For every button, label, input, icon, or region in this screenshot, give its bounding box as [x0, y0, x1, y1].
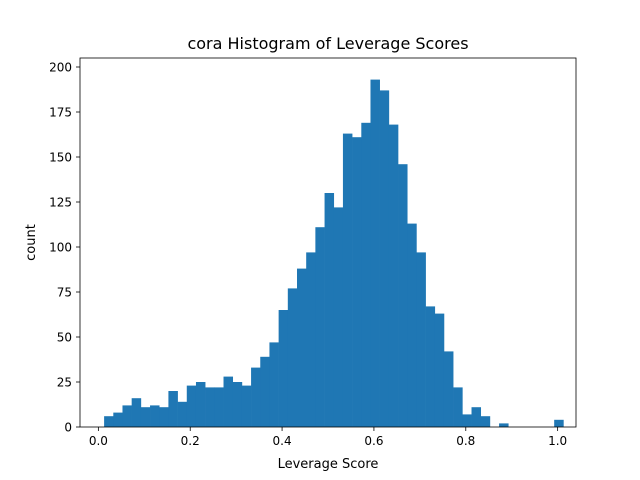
- histogram-bar: [278, 310, 289, 427]
- x-axis-label: Leverage Score: [278, 457, 379, 472]
- x-tick-label: 0.4: [273, 434, 292, 448]
- x-tick-label: 0.0: [89, 434, 108, 448]
- histogram-bar: [416, 252, 426, 427]
- histogram-bar: [260, 356, 270, 427]
- histogram-bar: [241, 385, 252, 427]
- histogram-bar: [407, 223, 417, 427]
- histogram-bar: [113, 412, 123, 427]
- histogram-bar: [232, 382, 243, 427]
- histogram-bar: [388, 124, 399, 427]
- x-axis-ticks: 0.0 0.2 0.4 0.6 0.8 1.0: [89, 427, 567, 448]
- histogram-bar: [122, 405, 132, 427]
- histogram-bar: [287, 288, 298, 427]
- histogram-bar: [223, 376, 234, 427]
- histogram-bar: [462, 414, 472, 427]
- y-tick-label: 25: [57, 376, 72, 390]
- histogram-bar: [471, 407, 482, 427]
- x-tick-label: 0.6: [364, 434, 383, 448]
- histogram-bar: [499, 423, 509, 427]
- histogram-bar: [425, 306, 436, 427]
- histogram-bar: [306, 252, 316, 427]
- y-tick-label: 100: [49, 241, 72, 255]
- histogram-bar: [214, 387, 224, 427]
- histogram-bar: [195, 382, 206, 427]
- histogram-bar: [186, 385, 197, 427]
- histogram-bar: [342, 133, 353, 427]
- x-tick-label: 0.2: [181, 434, 200, 448]
- histogram-bar: [168, 391, 178, 427]
- histogram-bars: [104, 79, 564, 428]
- y-tick-label: 150: [49, 151, 72, 165]
- y-axis-label: count: [24, 224, 39, 261]
- histogram-bar: [370, 79, 380, 427]
- y-tick-label: 0: [64, 421, 72, 435]
- histogram-bar: [554, 419, 564, 427]
- histogram-bar: [177, 401, 188, 427]
- histogram-bar: [333, 207, 344, 427]
- histogram-bar: [150, 405, 160, 427]
- y-tick-label: 175: [49, 106, 72, 120]
- histogram-bar: [443, 351, 454, 427]
- histogram-bar: [324, 193, 335, 427]
- x-tick-label: 0.8: [456, 434, 475, 448]
- y-axis-ticks: 0 25 50 75 100 125 150 175 200: [49, 61, 80, 435]
- histogram-bar: [140, 407, 151, 427]
- histogram-bar: [205, 387, 215, 427]
- histogram-bar: [297, 268, 307, 427]
- histogram-bar: [398, 164, 408, 427]
- histogram-bar: [379, 90, 390, 428]
- histogram-bar: [159, 407, 169, 427]
- x-tick-label: 1.0: [548, 434, 567, 448]
- y-tick-label: 125: [49, 196, 72, 210]
- y-tick-label: 75: [57, 286, 72, 300]
- histogram-bar: [269, 342, 279, 427]
- histogram-bar: [315, 227, 325, 427]
- chart-title: cora Histogram of Leverage Scores: [187, 34, 468, 53]
- y-tick-label: 200: [49, 61, 72, 75]
- histogram-bar: [434, 313, 445, 427]
- histogram-bar: [352, 137, 362, 427]
- histogram-bar: [480, 416, 491, 427]
- histogram-bar: [251, 367, 261, 427]
- histogram-bar: [361, 122, 371, 428]
- histogram-bar: [131, 398, 142, 427]
- y-tick-label: 50: [57, 331, 72, 345]
- plot-frame: [79, 57, 577, 428]
- histogram-bar: [453, 387, 463, 427]
- histogram-bar: [104, 416, 114, 427]
